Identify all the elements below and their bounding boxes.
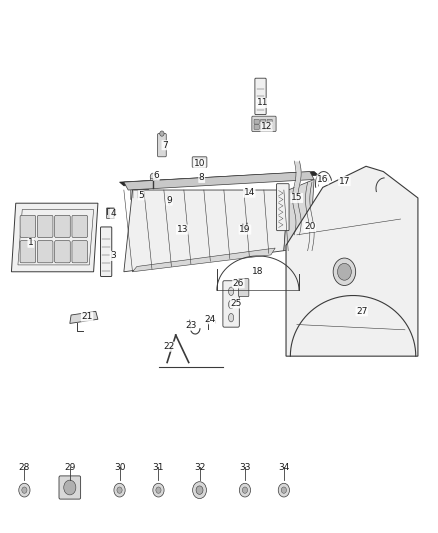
FancyBboxPatch shape	[72, 241, 88, 263]
Circle shape	[19, 483, 30, 497]
Circle shape	[242, 487, 247, 494]
Polygon shape	[286, 166, 418, 356]
Circle shape	[114, 483, 125, 497]
Polygon shape	[124, 172, 314, 190]
Circle shape	[166, 192, 170, 197]
Polygon shape	[11, 203, 98, 272]
FancyBboxPatch shape	[20, 215, 35, 238]
Text: 15: 15	[291, 193, 303, 203]
Circle shape	[278, 483, 290, 497]
Ellipse shape	[229, 287, 234, 295]
Text: 13: 13	[177, 225, 188, 234]
Text: 28: 28	[19, 464, 30, 472]
Polygon shape	[70, 311, 98, 324]
Text: 10: 10	[194, 159, 205, 168]
FancyBboxPatch shape	[55, 215, 70, 238]
Text: 1: 1	[28, 238, 34, 247]
Circle shape	[150, 173, 156, 181]
Text: 7: 7	[162, 141, 168, 150]
Text: 23: 23	[185, 321, 197, 330]
FancyBboxPatch shape	[37, 241, 53, 263]
FancyBboxPatch shape	[255, 78, 266, 115]
FancyBboxPatch shape	[254, 125, 259, 130]
Text: 8: 8	[199, 173, 205, 182]
Circle shape	[153, 483, 164, 497]
Ellipse shape	[229, 300, 234, 309]
Text: 21: 21	[81, 312, 93, 321]
Circle shape	[193, 482, 206, 498]
Circle shape	[196, 486, 203, 494]
Polygon shape	[133, 248, 275, 272]
Circle shape	[160, 131, 164, 136]
Text: 3: 3	[110, 252, 116, 261]
Circle shape	[117, 487, 122, 494]
Text: 22: 22	[164, 342, 175, 351]
Polygon shape	[120, 172, 318, 186]
Text: 27: 27	[356, 307, 367, 316]
Text: 6: 6	[153, 171, 159, 180]
FancyBboxPatch shape	[37, 215, 53, 238]
Text: 32: 32	[194, 464, 205, 472]
Text: 18: 18	[252, 267, 264, 276]
Polygon shape	[284, 180, 314, 251]
FancyBboxPatch shape	[261, 125, 266, 130]
FancyBboxPatch shape	[254, 119, 259, 124]
Text: 20: 20	[304, 222, 315, 231]
Text: 31: 31	[153, 464, 164, 472]
Circle shape	[343, 179, 349, 187]
Circle shape	[22, 487, 27, 494]
Text: 25: 25	[231, 299, 242, 308]
Text: 5: 5	[138, 191, 144, 200]
Circle shape	[338, 263, 351, 280]
Circle shape	[333, 258, 356, 286]
FancyBboxPatch shape	[55, 241, 70, 263]
FancyBboxPatch shape	[72, 215, 88, 238]
Circle shape	[64, 480, 76, 495]
FancyBboxPatch shape	[252, 116, 276, 132]
Text: 17: 17	[339, 176, 350, 185]
Circle shape	[156, 487, 161, 494]
Text: 29: 29	[64, 464, 75, 472]
Text: 11: 11	[257, 99, 268, 108]
Text: 24: 24	[205, 315, 216, 324]
Text: 14: 14	[244, 188, 255, 197]
FancyBboxPatch shape	[150, 179, 156, 187]
FancyBboxPatch shape	[20, 241, 35, 263]
Text: 9: 9	[166, 196, 172, 205]
Text: 4: 4	[110, 209, 116, 218]
Text: 30: 30	[114, 464, 125, 472]
Text: 12: 12	[261, 122, 272, 131]
FancyBboxPatch shape	[267, 125, 272, 130]
FancyBboxPatch shape	[267, 119, 272, 124]
Text: 16: 16	[317, 175, 328, 184]
Text: 33: 33	[239, 464, 251, 472]
Polygon shape	[124, 190, 288, 272]
FancyBboxPatch shape	[261, 119, 266, 124]
FancyBboxPatch shape	[131, 190, 149, 200]
Ellipse shape	[229, 313, 234, 322]
Circle shape	[281, 487, 286, 494]
Circle shape	[239, 483, 251, 497]
Text: 26: 26	[233, 279, 244, 288]
Text: 19: 19	[239, 225, 251, 234]
Text: 34: 34	[278, 464, 290, 472]
FancyBboxPatch shape	[238, 279, 249, 296]
FancyBboxPatch shape	[276, 184, 289, 231]
FancyBboxPatch shape	[106, 208, 114, 219]
FancyBboxPatch shape	[223, 281, 239, 327]
FancyBboxPatch shape	[158, 134, 166, 157]
FancyBboxPatch shape	[192, 157, 207, 167]
FancyBboxPatch shape	[59, 476, 81, 499]
FancyBboxPatch shape	[100, 227, 112, 277]
